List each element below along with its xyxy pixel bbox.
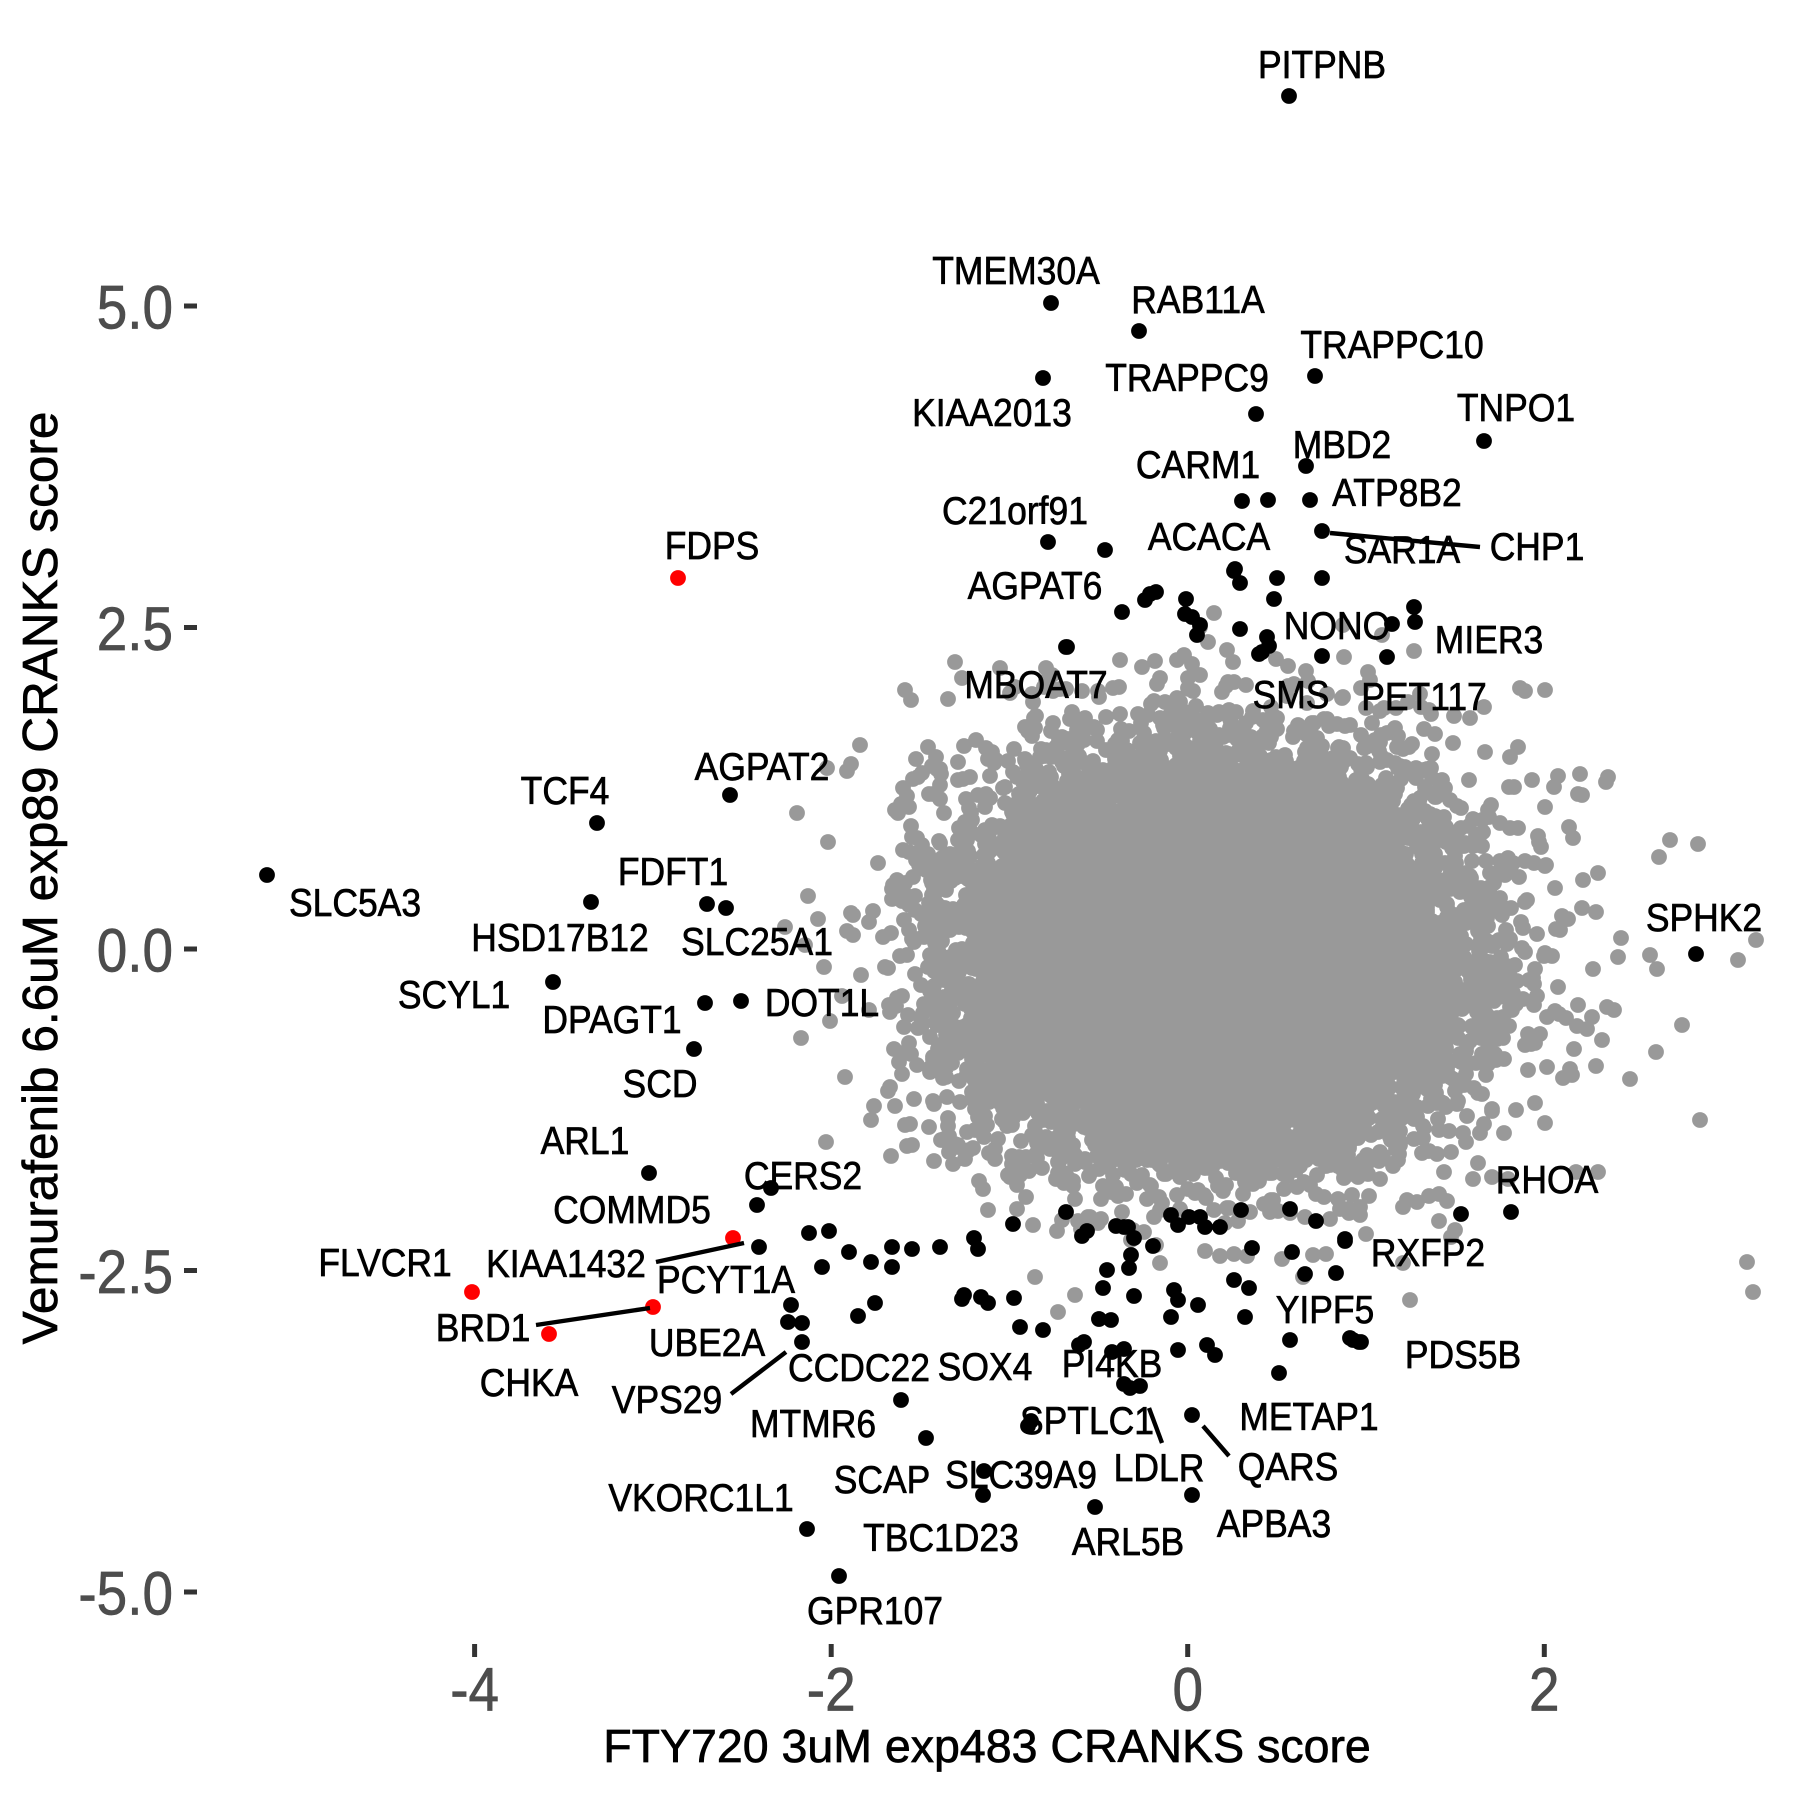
svg-text:VPS29: VPS29: [612, 1377, 722, 1421]
svg-text:TNPO1: TNPO1: [1457, 385, 1575, 429]
svg-text:ARL1: ARL1: [541, 1118, 630, 1162]
svg-text:KIAA1432: KIAA1432: [486, 1241, 646, 1285]
svg-text:2.5: 2.5: [97, 595, 173, 663]
svg-text:TCF4: TCF4: [521, 768, 610, 812]
svg-text:RXFP2: RXFP2: [1371, 1230, 1485, 1274]
svg-text:FDPS: FDPS: [665, 523, 760, 567]
svg-text:FTY720 3uM exp483 CRANKS score: FTY720 3uM exp483 CRANKS score: [603, 1720, 1371, 1772]
svg-text:RAB11A: RAB11A: [1131, 277, 1265, 321]
svg-text:QARS: QARS: [1238, 1444, 1339, 1488]
svg-text:SPHK2: SPHK2: [1646, 895, 1762, 939]
svg-text:AGPAT2: AGPAT2: [695, 744, 830, 788]
svg-text:SOX4: SOX4: [938, 1344, 1033, 1388]
svg-text:C21orf91: C21orf91: [942, 488, 1088, 532]
svg-text:CARM1: CARM1: [1136, 442, 1260, 486]
svg-text:YIPF5: YIPF5: [1276, 1287, 1375, 1331]
svg-text:DOT1L: DOT1L: [765, 980, 879, 1024]
svg-text:VKORC1L1: VKORC1L1: [608, 1475, 793, 1519]
svg-text:SAR1A: SAR1A: [1344, 527, 1460, 571]
svg-text:-2.5: -2.5: [78, 1238, 173, 1306]
svg-text:CHP1: CHP1: [1490, 524, 1585, 568]
svg-text:FDFT1: FDFT1: [618, 849, 728, 893]
svg-text:SLC25A1: SLC25A1: [681, 919, 833, 963]
svg-text:PI4KB: PI4KB: [1062, 1341, 1163, 1385]
svg-text:2: 2: [1529, 1656, 1560, 1724]
svg-text:SPTLC1: SPTLC1: [1020, 1398, 1154, 1442]
svg-text:SLC5A3: SLC5A3: [289, 880, 421, 924]
svg-text:AGPAT6: AGPAT6: [968, 563, 1103, 607]
svg-text:ACACA: ACACA: [1148, 514, 1270, 558]
svg-text:TRAPPC9: TRAPPC9: [1105, 355, 1269, 399]
svg-text:-2: -2: [807, 1656, 856, 1724]
svg-text:RHOA: RHOA: [1496, 1157, 1599, 1201]
svg-text:GPR107: GPR107: [807, 1588, 943, 1632]
svg-text:SLC39A9: SLC39A9: [945, 1452, 1097, 1496]
svg-text:-5.0: -5.0: [78, 1560, 173, 1628]
svg-text:SCAP: SCAP: [834, 1457, 931, 1501]
svg-text:FLVCR1: FLVCR1: [318, 1240, 451, 1284]
svg-text:BRD1: BRD1: [436, 1305, 531, 1349]
svg-text:PDS5B: PDS5B: [1405, 1332, 1521, 1376]
svg-text:0: 0: [1172, 1656, 1203, 1724]
svg-text:0.0: 0.0: [97, 917, 173, 985]
svg-text:LDLR: LDLR: [1114, 1445, 1205, 1489]
svg-text:PCYT1A: PCYT1A: [657, 1257, 795, 1301]
svg-text:MIER3: MIER3: [1435, 617, 1543, 661]
svg-text:METAP1: METAP1: [1239, 1394, 1378, 1438]
svg-text:PITPNB: PITPNB: [1258, 42, 1386, 86]
svg-text:CERS2: CERS2: [744, 1153, 862, 1197]
svg-text:CCDC22: CCDC22: [788, 1345, 930, 1389]
svg-text:-4: -4: [450, 1656, 499, 1724]
svg-text:DPAGT1: DPAGT1: [542, 997, 681, 1041]
svg-text:COMMD5: COMMD5: [553, 1187, 711, 1231]
svg-text:TRAPPC10: TRAPPC10: [1300, 322, 1483, 366]
svg-text:TBC1D23: TBC1D23: [863, 1515, 1019, 1559]
svg-text:CHKA: CHKA: [480, 1360, 579, 1404]
svg-text:MBD2: MBD2: [1293, 422, 1392, 466]
svg-text:HSD17B12: HSD17B12: [471, 915, 648, 959]
svg-text:SCD: SCD: [623, 1061, 698, 1105]
svg-text:KIAA2013: KIAA2013: [912, 390, 1072, 434]
svg-text:SMS: SMS: [1253, 672, 1330, 716]
svg-text:Vemurafenib 6.6uM exp89 CRANKS: Vemurafenib 6.6uM exp89 CRANKS score: [13, 412, 68, 1345]
svg-text:MBOAT7: MBOAT7: [964, 662, 1107, 706]
svg-text:5.0: 5.0: [97, 274, 173, 342]
svg-text:TMEM30A: TMEM30A: [932, 248, 1100, 292]
svg-text:ARL5B: ARL5B: [1072, 1519, 1184, 1563]
svg-text:SCYL1: SCYL1: [398, 972, 510, 1016]
svg-text:PET117: PET117: [1361, 674, 1487, 718]
svg-text:ATP8B2: ATP8B2: [1332, 470, 1461, 514]
svg-text:APBA3: APBA3: [1217, 1501, 1331, 1545]
svg-text:UBE2A: UBE2A: [649, 1320, 765, 1364]
svg-text:MTMR6: MTMR6: [750, 1401, 876, 1445]
svg-text:NONO: NONO: [1284, 603, 1390, 647]
